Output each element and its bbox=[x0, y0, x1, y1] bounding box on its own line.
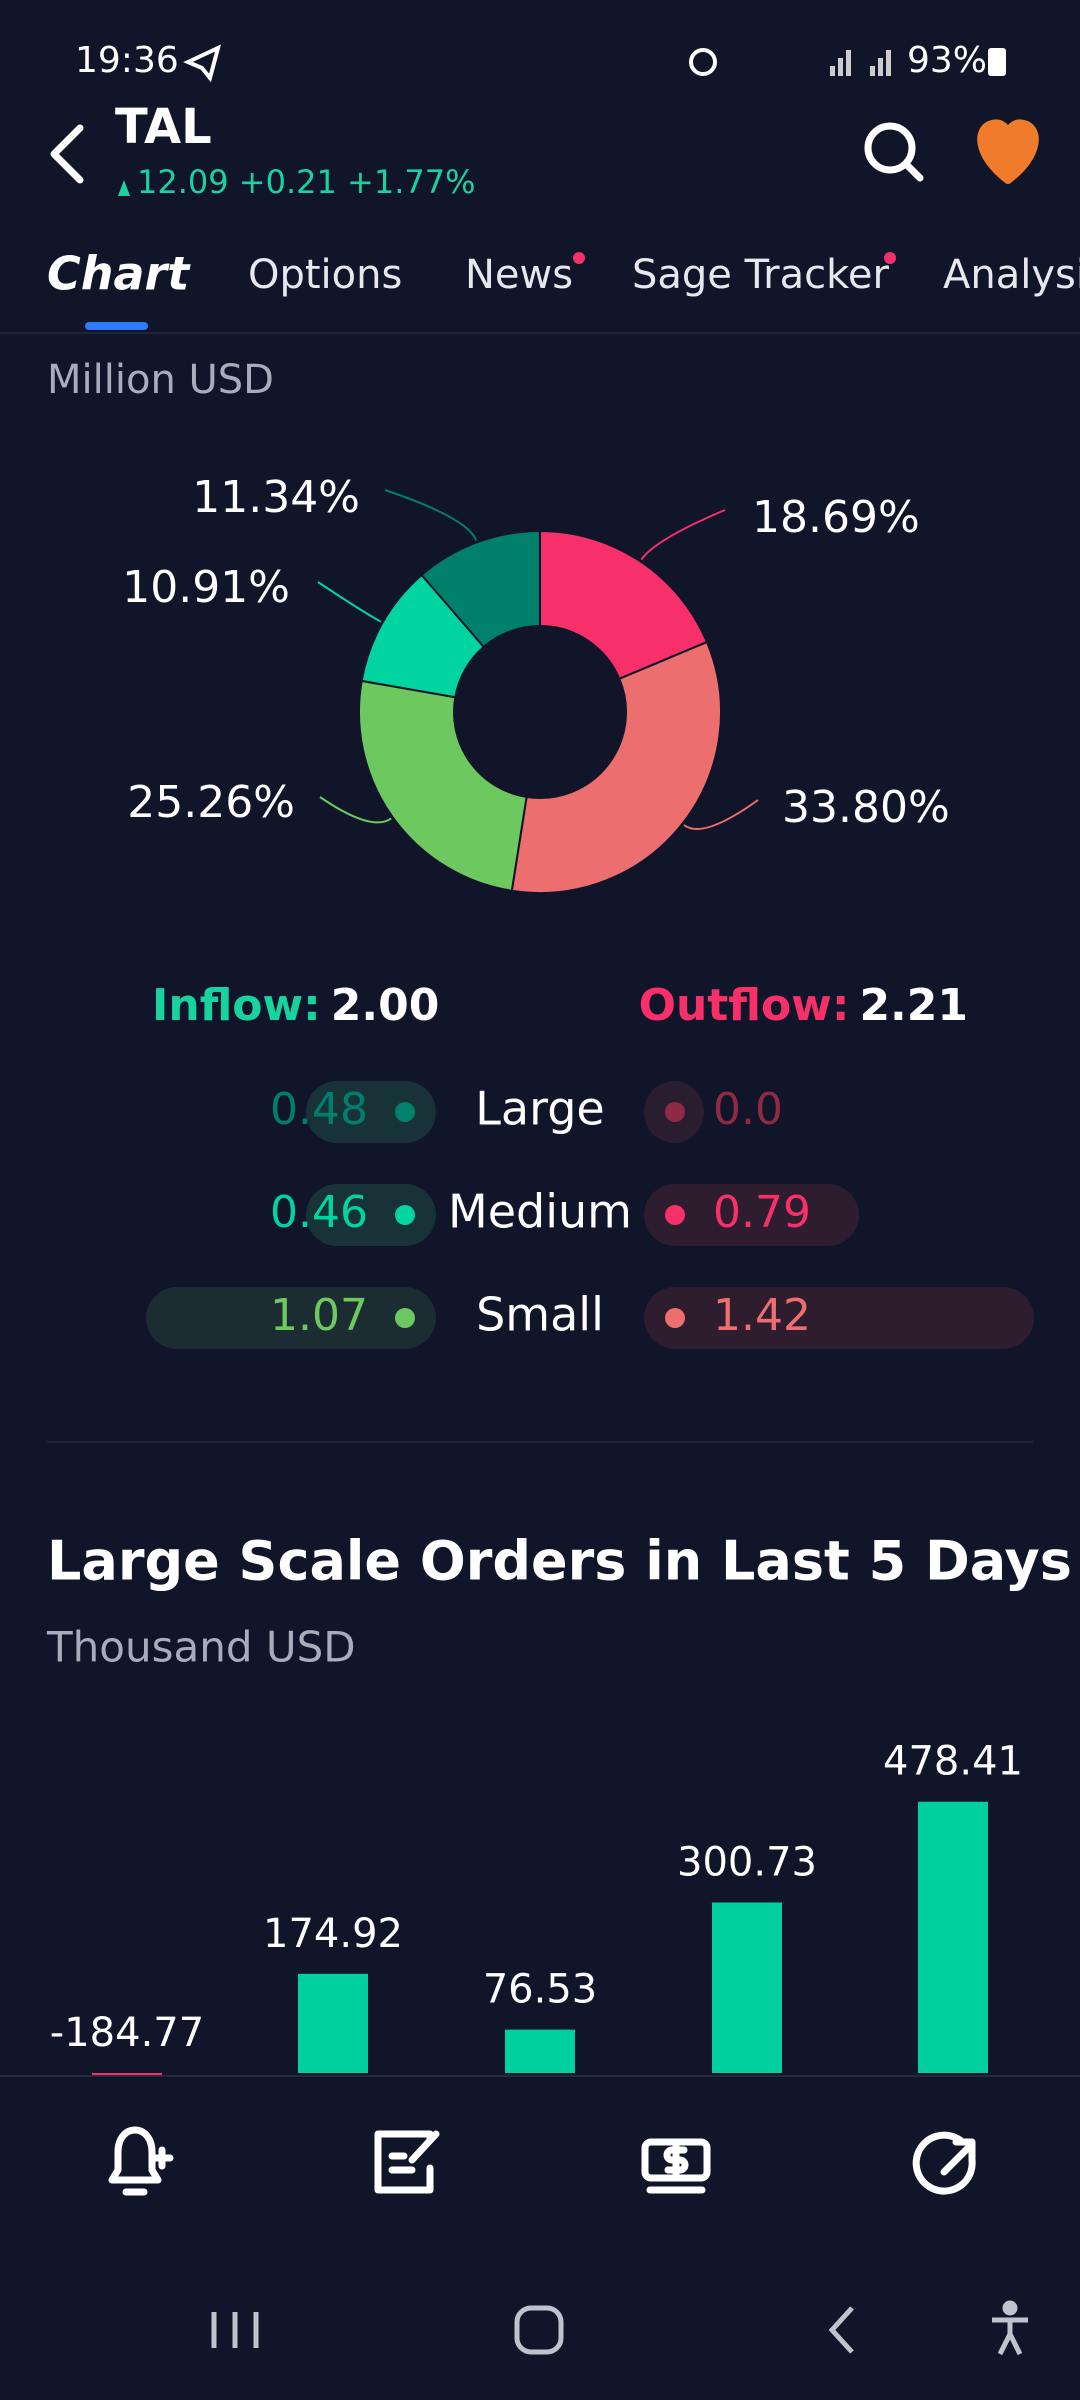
leader-line bbox=[384, 489, 478, 541]
outflow-value: 2.21 bbox=[859, 980, 968, 1031]
outflow-dot bbox=[665, 1308, 685, 1328]
outflow-value: 1.42 bbox=[713, 1290, 811, 1341]
inflow-value: 1.07 bbox=[270, 1290, 368, 1341]
bar bbox=[918, 1801, 988, 2073]
share-button[interactable] bbox=[912, 2131, 976, 2195]
tab[interactable]: Options bbox=[248, 252, 402, 298]
pie-label: 11.34% bbox=[192, 472, 360, 523]
bar-title: Large Scale Orders in Last 5 Days bbox=[47, 1530, 1072, 1593]
inflow-value: 0.46 bbox=[270, 1187, 368, 1238]
leader-line bbox=[683, 799, 759, 830]
donut-chart: 18.69% 33.80% 25.26% 10.91% 11.34% bbox=[122, 472, 950, 894]
leader-line bbox=[317, 581, 382, 623]
bar-value-label: 478.41 bbox=[883, 1739, 1023, 1785]
telegram-icon bbox=[183, 44, 222, 83]
pie-label: 25.26% bbox=[127, 777, 295, 828]
price: 12.09 bbox=[137, 163, 229, 201]
pie-slice bbox=[358, 679, 528, 892]
bar bbox=[505, 2029, 575, 2073]
ticker: TAL bbox=[115, 99, 212, 155]
bar bbox=[298, 1973, 368, 2073]
outflow-value: 0.79 bbox=[713, 1187, 811, 1238]
inflow-pill bbox=[306, 1081, 436, 1143]
bar-chart: -184.77 174.92 76.53 300.73 478.41 bbox=[50, 1739, 1023, 2178]
outflow-dot bbox=[665, 1205, 685, 1225]
leader-line bbox=[640, 509, 726, 561]
pie-slice bbox=[510, 640, 722, 894]
back-button[interactable] bbox=[50, 124, 84, 184]
badge-dot bbox=[884, 252, 896, 264]
inflow-pill bbox=[146, 1287, 436, 1349]
back-nav-button[interactable] bbox=[828, 2306, 854, 2354]
inflow-dot bbox=[395, 1102, 415, 1122]
tab[interactable]: News bbox=[465, 252, 573, 298]
battery-icon bbox=[988, 48, 1006, 76]
flow-summary: Inflow: 2.00 Outflow: 2.21 0.48 Large 0.0 0.46 M… bbox=[146, 980, 1034, 1349]
pie-slice bbox=[420, 529, 541, 649]
leader-line bbox=[319, 796, 392, 824]
outflow-total: Outflow: 2.21 bbox=[639, 980, 968, 1031]
bar bbox=[712, 1902, 782, 2073]
pie-label: 18.69% bbox=[752, 492, 920, 543]
active-tab-indicator bbox=[85, 322, 148, 330]
badge-dot bbox=[573, 252, 585, 264]
bar-value-label: 174.92 bbox=[263, 1911, 403, 1957]
inflow-pill bbox=[306, 1184, 436, 1246]
pie-slice bbox=[539, 529, 709, 681]
trade-button[interactable] bbox=[641, 2138, 711, 2194]
bottom-nav bbox=[0, 2076, 1080, 2400]
up-arrow bbox=[118, 180, 130, 196]
quote: 12.09 +0.21 +1.77% bbox=[137, 163, 475, 201]
inflow-total: Inflow: 2.00 bbox=[152, 980, 439, 1031]
search-button[interactable] bbox=[864, 122, 924, 182]
bar-value-label: 76.53 bbox=[483, 1967, 598, 2013]
size-label: Medium bbox=[448, 1185, 632, 1239]
pie-label: 33.80% bbox=[782, 782, 950, 833]
bar-value-label: 300.73 bbox=[677, 1839, 817, 1885]
status-battery: 93% bbox=[907, 40, 987, 81]
tab[interactable]: Analysis bbox=[943, 252, 1080, 298]
note-button[interactable] bbox=[374, 2130, 440, 2194]
alarm-icon bbox=[689, 48, 717, 76]
tab-bar: Chart Options News Sage Tracker Analysis bbox=[47, 247, 1080, 301]
change-pct: +1.77% bbox=[347, 163, 475, 201]
outflow-pill bbox=[644, 1287, 1034, 1349]
system-nav bbox=[211, 2300, 1028, 2356]
inflow-value: 0.48 bbox=[270, 1084, 368, 1135]
alert-button[interactable] bbox=[108, 2126, 174, 2196]
outflow-label: Outflow: bbox=[639, 980, 850, 1031]
inflow-dot bbox=[395, 1308, 415, 1328]
inflow-value: 2.00 bbox=[331, 980, 440, 1031]
outflow-pill bbox=[644, 1184, 859, 1246]
bar-value-label: -184.77 bbox=[50, 2010, 204, 2056]
home-button[interactable] bbox=[514, 2305, 564, 2355]
inflow-label: Inflow: bbox=[152, 980, 321, 1031]
change: +0.21 bbox=[239, 163, 337, 201]
size-label: Large bbox=[475, 1082, 604, 1136]
accessibility-button[interactable] bbox=[992, 2300, 1028, 2356]
pie-subtitle: Million USD bbox=[47, 357, 274, 403]
tab[interactable]: Sage Tracker bbox=[632, 252, 889, 298]
favorite-button[interactable] bbox=[977, 119, 1039, 184]
status-time: 19:36 bbox=[75, 40, 179, 81]
outflow-dot bbox=[665, 1102, 685, 1122]
size-label: Small bbox=[476, 1288, 604, 1342]
pie-label: 10.91% bbox=[122, 562, 290, 613]
inflow-dot bbox=[395, 1205, 415, 1225]
bar-subtitle: Thousand USD bbox=[46, 1623, 356, 1672]
outflow-value: 0.0 bbox=[713, 1084, 783, 1135]
tab[interactable]: Chart bbox=[47, 247, 191, 301]
signal-icons bbox=[830, 50, 891, 76]
